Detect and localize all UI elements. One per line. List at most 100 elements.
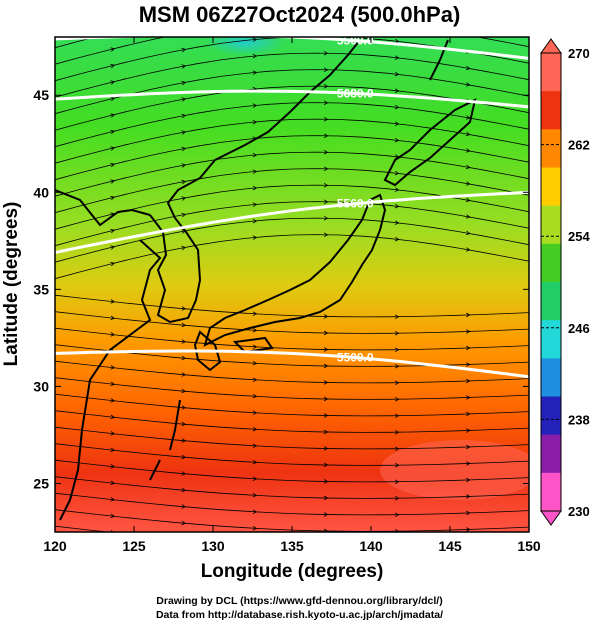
streamline-arrow xyxy=(465,214,471,219)
streamline-arrow xyxy=(252,37,258,42)
streamline-arrow xyxy=(394,347,400,352)
streamline-arrow xyxy=(394,314,400,319)
streamline-arrow xyxy=(181,146,187,152)
streamline-arrow xyxy=(110,365,116,370)
colorbar-segment xyxy=(541,434,561,474)
streamline-arrow xyxy=(323,479,329,484)
x-tick-label: 145 xyxy=(438,538,462,554)
streamline-arrow xyxy=(181,212,187,218)
streamline-arrow xyxy=(110,398,116,403)
streamline-arrow xyxy=(323,182,329,188)
streamline-arrow xyxy=(466,345,471,351)
y-tick-label: 35 xyxy=(33,281,49,297)
x-tick-label: 150 xyxy=(517,538,541,554)
colorbar-segment xyxy=(541,320,561,359)
streamline-arrow xyxy=(110,129,116,135)
streamline-arrow xyxy=(466,461,471,466)
streamline-arrow xyxy=(323,495,329,501)
streamline-arrow xyxy=(323,199,329,204)
colorbar-tick-label: 270 xyxy=(568,46,590,61)
contour-label: 5500.0 xyxy=(337,34,374,48)
colorbar-min-arrow xyxy=(540,510,562,526)
streamline-arrow xyxy=(110,381,116,387)
streamline-arrow xyxy=(394,71,400,77)
streamline-arrow xyxy=(252,360,258,366)
contour-label: 5560.0 xyxy=(337,197,374,211)
streamline-arrow xyxy=(182,538,186,542)
streamline-arrow xyxy=(394,137,400,143)
streamline xyxy=(55,118,529,164)
streamline-arrow xyxy=(465,131,471,137)
y-axis-label: Latitude (degrees) xyxy=(1,202,22,367)
contour-line xyxy=(55,89,529,109)
coastline-korea xyxy=(149,159,216,324)
x-tick-label: 130 xyxy=(201,538,225,554)
streamline xyxy=(55,85,529,131)
streamline-arrow xyxy=(181,339,187,344)
streamline-arrow xyxy=(110,80,116,85)
streamline-arrow xyxy=(110,195,116,201)
streamline-arrow xyxy=(466,395,471,400)
contour-label: 5500.0 xyxy=(337,351,374,365)
colorbar-segment xyxy=(541,167,561,207)
streamline-arrow xyxy=(181,97,187,102)
streamline-arrow xyxy=(110,414,116,420)
streamline-arrow xyxy=(465,230,471,236)
streamline-arrow xyxy=(181,471,187,476)
streamline-arrow xyxy=(394,220,400,225)
streamline xyxy=(55,294,529,318)
streamline-arrow xyxy=(394,104,400,110)
streamline-arrow xyxy=(252,235,258,240)
coastline-sakhalin xyxy=(429,39,449,81)
colorbar-segment xyxy=(541,243,561,283)
streamline xyxy=(55,311,529,334)
streamline-arrow xyxy=(466,411,471,417)
streamline-arrow xyxy=(181,487,187,493)
streamline-arrow xyxy=(394,462,400,468)
streamline-arrow xyxy=(252,426,258,432)
streamline-arrow xyxy=(181,504,187,509)
streamline-arrow xyxy=(466,527,471,532)
streamline-arrow xyxy=(395,6,399,10)
streamline-arrow xyxy=(323,429,329,435)
streamline-arrow xyxy=(466,544,470,548)
streamline-arrow xyxy=(465,164,471,170)
streamline-arrow xyxy=(394,512,400,517)
streamline xyxy=(55,459,529,483)
streamline-arrow xyxy=(252,202,258,207)
streamline-arrow xyxy=(323,133,329,138)
streamline xyxy=(55,217,529,263)
colorbar-segment xyxy=(541,358,561,397)
y-tick-label: 25 xyxy=(33,475,49,491)
streamline-arrow xyxy=(181,47,187,53)
streamline-arrow xyxy=(394,203,400,209)
coastline-hokkaido xyxy=(383,98,477,187)
streamline-arrow xyxy=(110,63,116,69)
streamline-arrow xyxy=(394,495,400,501)
colorbar-tick-label: 238 xyxy=(568,412,590,427)
streamline-arrow xyxy=(110,261,116,267)
streamline-arrow xyxy=(181,196,187,201)
streamline-arrow xyxy=(110,299,116,304)
streamline-arrow xyxy=(466,329,471,334)
streamline-arrow xyxy=(323,83,329,89)
streamline-arrow xyxy=(110,31,114,35)
streamline-arrow xyxy=(252,525,258,531)
streamline xyxy=(55,443,529,466)
streamline-arrow xyxy=(465,148,471,153)
streamline-arrow xyxy=(181,405,187,410)
colorbar: 230 238 246 254 262 270 xyxy=(540,38,590,526)
contour-line xyxy=(55,37,529,60)
coastline-ryukyu xyxy=(149,399,181,481)
coastline-shikoku xyxy=(232,336,274,354)
streamline-arrow xyxy=(181,80,187,86)
colorbar-tick-label: 254 xyxy=(568,229,590,244)
streamline-arrow xyxy=(323,462,329,468)
streamline-arrow xyxy=(252,377,258,382)
streamline-arrow xyxy=(181,179,187,185)
streamline-arrow xyxy=(252,53,258,59)
streamline-arrow xyxy=(394,528,400,532)
contour-label: 5680.0 xyxy=(337,86,374,100)
streamline-arrow xyxy=(110,464,116,469)
colorbar-max-arrow xyxy=(540,38,562,54)
